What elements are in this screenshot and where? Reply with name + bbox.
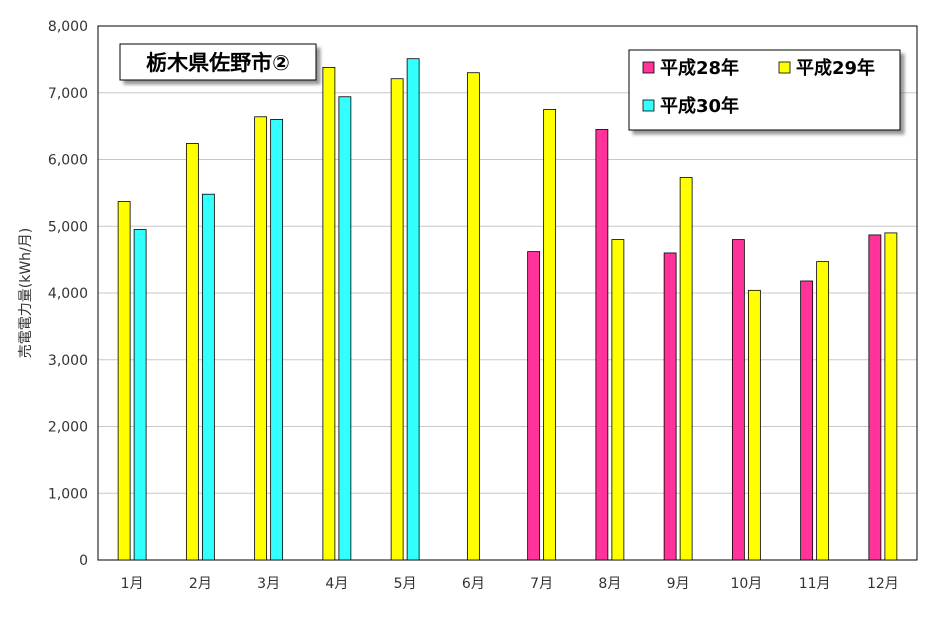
- plot-area-border: [97, 25, 918, 561]
- legend-swatch: [642, 99, 655, 112]
- legend-label: 平成28年: [660, 57, 739, 79]
- bar: [185, 143, 199, 561]
- x-tick-label: 11月: [799, 576, 831, 592]
- x-tick-label: 8月: [598, 576, 621, 592]
- y-tick-label: 7,000: [48, 86, 88, 102]
- x-tick-label: 12月: [867, 576, 899, 592]
- x-tick-label: 3月: [257, 576, 280, 592]
- x-tick-label: 1月: [121, 576, 144, 592]
- bar: [679, 177, 693, 561]
- bar: [868, 234, 882, 561]
- bar: [611, 239, 625, 561]
- y-tick-label: 5,000: [48, 219, 88, 235]
- x-tick-label: 9月: [667, 576, 690, 592]
- x-tick-label: 4月: [325, 576, 348, 592]
- x-tick-label: 6月: [462, 576, 485, 592]
- bar: [270, 119, 284, 561]
- chart-title: 栃木県佐野市②: [146, 51, 290, 75]
- y-axis-ticks: 0 1,000 2,000 3,000 4,000 5,000 6,000 7,000 8,00…: [48, 19, 88, 569]
- bar: [800, 280, 814, 561]
- y-tick-label: 0: [79, 553, 88, 569]
- chart-title-box: 栃木県佐野市②: [119, 43, 317, 81]
- bar: [731, 239, 745, 561]
- bar: [406, 58, 420, 561]
- y-tick-label: 6,000: [48, 153, 88, 169]
- legend-swatch: [642, 61, 655, 74]
- legend-label: 平成30年: [660, 95, 739, 117]
- bar: [201, 193, 215, 561]
- y-tick-label: 4,000: [48, 286, 88, 302]
- x-tick-label: 10月: [730, 576, 762, 592]
- bars: [117, 58, 898, 561]
- bar: [747, 289, 761, 561]
- bar: [543, 109, 557, 561]
- legend-label: 平成29年: [796, 57, 875, 79]
- bar: [133, 229, 147, 561]
- bar: [466, 72, 480, 561]
- bar: [527, 251, 541, 561]
- bar: [595, 129, 609, 561]
- legend-swatch: [778, 61, 791, 74]
- bar: [390, 78, 404, 561]
- bar: [816, 261, 830, 561]
- y-tick-label: 2,000: [48, 420, 88, 436]
- bar: [884, 232, 898, 561]
- bar: [663, 252, 677, 561]
- x-tick-label: 2月: [189, 576, 212, 592]
- bar: [322, 66, 336, 561]
- x-axis-ticks: 1月 2月 3月 4月 5月 6月 7月 8月 9月 10月 11月 12月: [121, 576, 899, 592]
- y-axis-label: 売電電力量(kWh/月): [18, 228, 34, 358]
- bar: [117, 201, 131, 561]
- y-tick-label: 8,000: [48, 19, 88, 35]
- y-tick-label: 1,000: [48, 486, 88, 502]
- x-tick-label: 7月: [530, 576, 553, 592]
- x-tick-label: 5月: [394, 576, 417, 592]
- y-tick-label: 3,000: [48, 353, 88, 369]
- gridlines: [98, 92, 917, 494]
- bar: [254, 116, 268, 561]
- bar: [338, 96, 352, 561]
